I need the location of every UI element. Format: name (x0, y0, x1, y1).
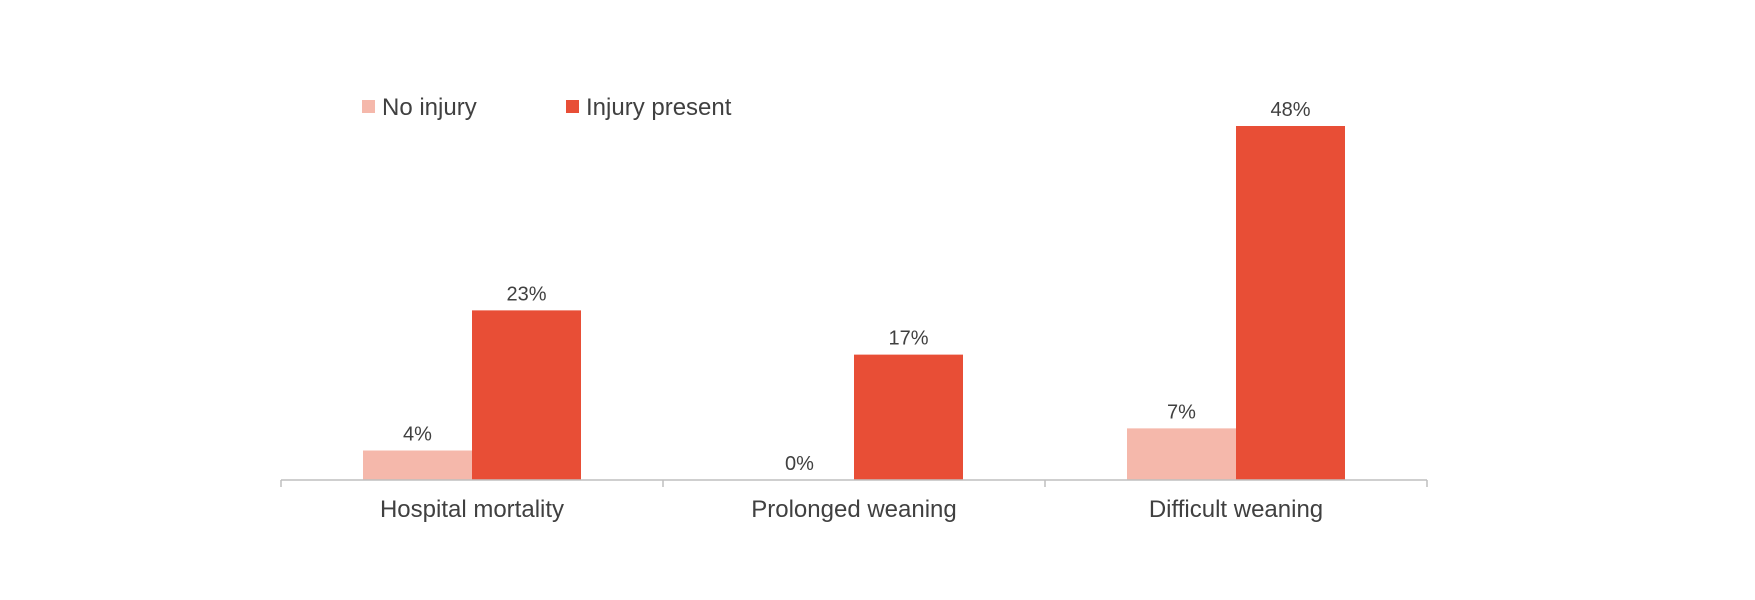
legend: No injury Injury present (362, 94, 732, 121)
bar-no-injury-hospital-mortality (363, 450, 472, 480)
data-label-no-injury-prolonged-weaning: 0% (785, 453, 814, 475)
x-axis: Hospital mortality Prolonged weaning Diffi… (280, 479, 1428, 523)
x-tick-label-prolonged-weaning: Prolonged weaning (751, 496, 957, 523)
legend-label-no-injury: No injury (382, 94, 477, 121)
bar-injury-present-prolonged-weaning (854, 354, 963, 480)
data-label-no-injury-hospital-mortality: 4% (403, 424, 432, 446)
data-label-injury-present-difficult-weaning: 48% (1270, 99, 1310, 121)
data-labels: 4% 23% 0% 17% 7% 48% (403, 99, 1311, 475)
legend-label-injury-present: Injury present (586, 94, 732, 121)
bars (363, 126, 1345, 480)
x-tick-label-difficult-weaning: Difficult weaning (1149, 496, 1323, 523)
data-label-no-injury-difficult-weaning: 7% (1167, 401, 1196, 423)
data-label-injury-present-prolonged-weaning: 17% (888, 328, 928, 350)
data-label-injury-present-hospital-mortality: 23% (506, 283, 546, 305)
legend-swatch-no-injury (362, 100, 375, 113)
bar-injury-present-difficult-weaning (1236, 126, 1345, 480)
x-tick-label-hospital-mortality: Hospital mortality (380, 496, 564, 523)
bar-no-injury-difficult-weaning (1127, 428, 1236, 480)
bar-injury-present-hospital-mortality (472, 310, 581, 480)
legend-swatch-injury-present (566, 100, 579, 113)
